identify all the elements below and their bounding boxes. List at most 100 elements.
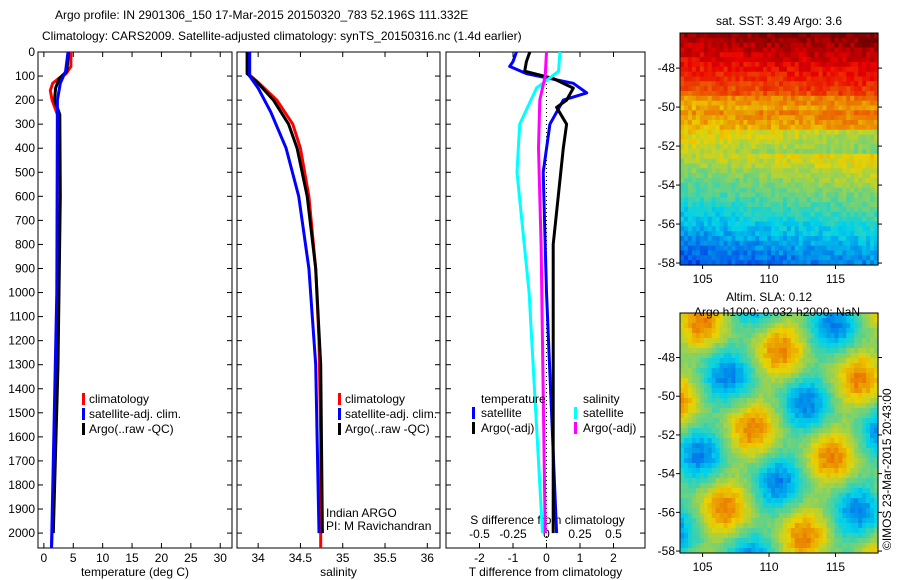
- map-cell: [695, 57, 701, 63]
- map-cell: [735, 328, 740, 334]
- map-cell: [771, 408, 776, 414]
- map-cell: [794, 333, 800, 339]
- map-cell: [743, 313, 748, 319]
- map-cell: [786, 473, 792, 479]
- map-cell: [755, 71, 760, 78]
- map-cell: [802, 124, 808, 131]
- map-cell: [715, 478, 721, 484]
- map-cell: [806, 91, 812, 97]
- map-cell: [703, 448, 709, 454]
- map-cell: [687, 153, 693, 160]
- map-cell: [687, 245, 693, 252]
- map-cell: [767, 463, 772, 469]
- map-cell: [783, 393, 788, 399]
- map-cell: [838, 323, 843, 329]
- map-cell: [826, 120, 832, 126]
- map-cell: [739, 463, 744, 469]
- map-cell: [719, 110, 725, 116]
- map-cell: [783, 207, 788, 213]
- map-cell: [790, 383, 796, 389]
- map-cell: [874, 37, 879, 44]
- map-cell: [759, 221, 764, 227]
- map-cell: [707, 363, 713, 369]
- map-cell: [775, 378, 780, 384]
- map-cell: [798, 368, 804, 374]
- map-cell: [830, 433, 836, 439]
- map-cell: [711, 453, 717, 459]
- map-cell: [691, 403, 697, 409]
- map-cell: [794, 413, 800, 419]
- map-cell: [731, 358, 737, 364]
- x-axis-label: T difference from climatology: [469, 565, 623, 579]
- map-cell: [699, 463, 705, 469]
- map-cell: [687, 178, 693, 184]
- map-cell: [735, 211, 740, 218]
- map-cell: [775, 448, 780, 454]
- map-cell: [711, 433, 717, 439]
- map-cell: [759, 453, 764, 459]
- map-cell: [735, 528, 740, 534]
- map-cell: [731, 163, 737, 169]
- map-cell: [695, 488, 701, 494]
- map-cell: [715, 423, 721, 429]
- map-cell: [715, 483, 721, 489]
- map-cell: [798, 37, 804, 44]
- map-cell: [858, 403, 863, 409]
- map-cell: [834, 523, 839, 529]
- map-cell: [711, 448, 717, 454]
- map-cell: [842, 428, 847, 434]
- map-cell: [834, 105, 839, 111]
- map-cell: [854, 528, 859, 534]
- map-cell: [699, 115, 705, 121]
- map-cell: [739, 368, 744, 374]
- legend-entry: satellite-adj. clim.: [89, 407, 181, 421]
- map-cell: [723, 413, 729, 419]
- map-cell: [699, 393, 705, 399]
- map-cell: [806, 231, 812, 237]
- map-cell: [684, 433, 689, 439]
- map-cell: [794, 134, 800, 140]
- map-cell: [783, 57, 788, 63]
- map-cell: [858, 373, 863, 379]
- map-cell: [699, 71, 705, 78]
- map-cell: [759, 129, 764, 136]
- map-cell: [794, 202, 800, 208]
- map-cell: [790, 139, 796, 145]
- map-cell: [747, 518, 752, 524]
- map-cell: [874, 383, 879, 389]
- map-cell: [715, 139, 721, 145]
- map-cell: [842, 124, 847, 131]
- map-cell: [719, 433, 725, 439]
- map-cell: [862, 503, 867, 509]
- map-cell: [870, 518, 875, 524]
- map-cell: [806, 333, 812, 339]
- map-cell: [779, 110, 784, 116]
- map-cell: [715, 538, 721, 544]
- map-cell: [783, 71, 788, 78]
- map-cell: [703, 483, 709, 489]
- map-cell: [826, 158, 832, 165]
- map-cell: [719, 438, 725, 444]
- map-cell: [830, 508, 836, 514]
- map-cell: [779, 453, 784, 459]
- map-cell: [810, 453, 816, 459]
- map-cell: [739, 120, 744, 126]
- map-cell: [727, 403, 733, 409]
- map-cell: [695, 216, 701, 223]
- map-cell: [862, 368, 867, 374]
- map-cell: [755, 353, 760, 359]
- map-cell: [755, 192, 760, 198]
- map-cell: [826, 453, 832, 459]
- map-cell: [830, 483, 836, 489]
- map-cell: [874, 493, 879, 499]
- map-cell: [687, 192, 693, 198]
- map-cell: [830, 463, 836, 469]
- map-cell: [794, 343, 800, 349]
- map-cell: [806, 187, 812, 194]
- map-cell: [830, 236, 836, 242]
- map-cell: [862, 403, 867, 409]
- map-cell: [794, 178, 800, 184]
- map-cell: [691, 453, 697, 459]
- map-cell: [715, 86, 721, 92]
- s-tick-label: -0.5: [469, 527, 490, 541]
